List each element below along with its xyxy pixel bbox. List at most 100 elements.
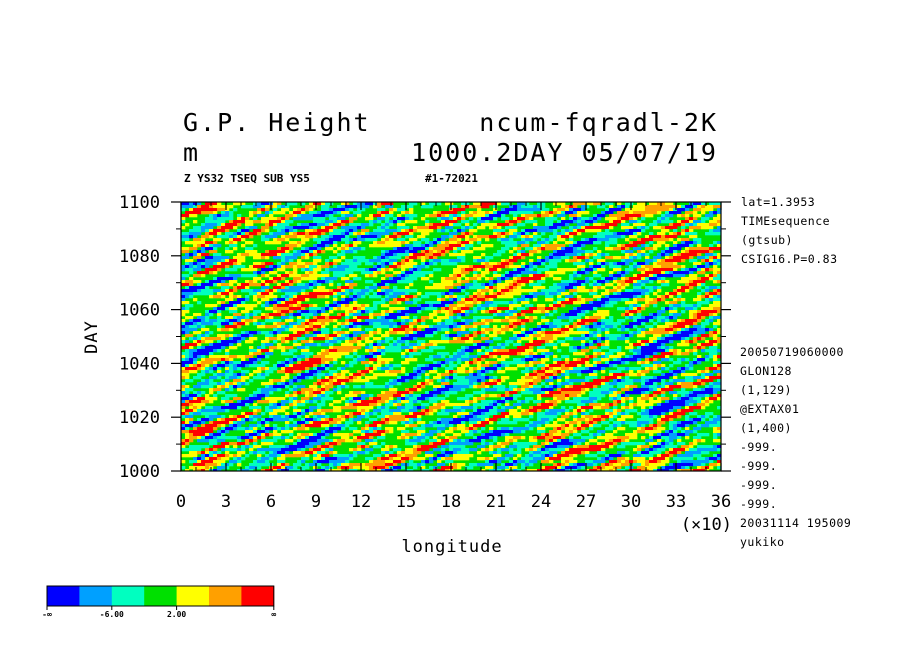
heatmap-cell bbox=[713, 331, 718, 335]
heatmap-cell bbox=[505, 226, 510, 230]
heatmap-cell bbox=[533, 295, 538, 299]
heatmap-cell bbox=[473, 223, 478, 227]
heatmap-cell bbox=[697, 301, 702, 305]
heatmap-cell bbox=[437, 304, 442, 308]
heatmap-cell bbox=[209, 259, 214, 263]
heatmap-cell bbox=[401, 271, 406, 275]
heatmap-cell bbox=[661, 355, 666, 359]
heatmap-cell bbox=[405, 298, 410, 302]
heatmap-cell bbox=[461, 205, 466, 209]
heatmap-cell bbox=[597, 274, 602, 278]
heatmap-cell bbox=[237, 229, 242, 233]
heatmap-cell bbox=[437, 328, 442, 332]
heatmap-cell bbox=[649, 274, 654, 278]
heatmap-cell bbox=[345, 229, 350, 233]
heatmap-cell bbox=[649, 343, 654, 347]
heatmap-cell bbox=[625, 208, 630, 212]
heatmap-cell bbox=[493, 349, 498, 353]
heatmap-cell bbox=[397, 250, 402, 254]
heatmap-cell bbox=[357, 325, 362, 329]
heatmap-cell bbox=[413, 229, 418, 233]
heatmap-cell bbox=[321, 313, 326, 317]
heatmap-cell bbox=[285, 208, 290, 212]
heatmap-cell bbox=[577, 262, 582, 266]
heatmap-cell bbox=[481, 292, 486, 296]
heatmap-cell bbox=[449, 334, 454, 338]
heatmap-cell bbox=[329, 229, 334, 233]
heatmap-cell bbox=[189, 325, 194, 329]
heatmap-cell bbox=[365, 304, 370, 308]
heatmap-cell bbox=[297, 319, 302, 323]
heatmap-cell bbox=[221, 283, 226, 287]
heatmap-cell bbox=[461, 280, 466, 284]
heatmap-cell bbox=[697, 286, 702, 290]
heatmap-cell bbox=[245, 235, 250, 239]
heatmap-cell bbox=[385, 283, 390, 287]
heatmap-cell bbox=[681, 250, 686, 254]
heatmap-cell bbox=[285, 244, 290, 248]
heatmap-cell bbox=[701, 211, 706, 215]
heatmap-cell bbox=[361, 316, 366, 320]
heatmap-cell bbox=[209, 211, 214, 215]
heatmap-cell bbox=[453, 304, 458, 308]
heatmap-cell bbox=[353, 211, 358, 215]
heatmap-cell bbox=[425, 301, 430, 305]
heatmap-cell bbox=[273, 277, 278, 281]
heatmap-cell bbox=[477, 259, 482, 263]
heatmap-cell bbox=[337, 331, 342, 335]
heatmap-cell bbox=[681, 232, 686, 236]
heatmap-cell bbox=[605, 322, 610, 326]
heatmap-cell bbox=[237, 259, 242, 263]
heatmap-cell bbox=[545, 295, 550, 299]
heatmap-cell bbox=[325, 241, 330, 245]
heatmap-cell bbox=[701, 280, 706, 284]
heatmap-cell bbox=[461, 319, 466, 323]
heatmap-cell bbox=[649, 259, 654, 263]
heatmap-cell bbox=[497, 202, 502, 206]
heatmap-cell bbox=[545, 322, 550, 326]
heatmap-cell bbox=[597, 223, 602, 227]
heatmap-cell bbox=[453, 310, 458, 314]
heatmap-cell bbox=[301, 283, 306, 287]
heatmap-cell bbox=[669, 349, 674, 353]
heatmap-cell bbox=[597, 313, 602, 317]
heatmap-cell bbox=[457, 301, 462, 305]
heatmap-cell bbox=[641, 328, 646, 332]
heatmap-cell bbox=[385, 298, 390, 302]
heatmap-cell bbox=[525, 337, 530, 341]
heatmap-cell bbox=[189, 205, 194, 209]
heatmap-cell bbox=[701, 289, 706, 293]
heatmap-cell bbox=[601, 322, 606, 326]
heatmap-cell bbox=[329, 241, 334, 245]
heatmap-cell bbox=[677, 349, 682, 353]
heatmap-cell bbox=[577, 295, 582, 299]
heatmap-cell bbox=[689, 316, 694, 320]
heatmap-cell bbox=[433, 313, 438, 317]
heatmap-cell bbox=[533, 283, 538, 287]
heatmap-cell bbox=[577, 211, 582, 215]
heatmap-cell bbox=[681, 280, 686, 284]
heatmap-cell bbox=[505, 310, 510, 314]
heatmap-cell bbox=[453, 211, 458, 215]
heatmap-cell bbox=[641, 298, 646, 302]
heatmap-cell bbox=[589, 226, 594, 230]
heatmap-cell bbox=[585, 334, 590, 338]
heatmap-cell bbox=[301, 325, 306, 329]
heatmap-cell bbox=[369, 352, 374, 356]
heatmap-cell bbox=[585, 289, 590, 293]
heatmap-cell bbox=[605, 352, 610, 356]
heatmap-cell bbox=[421, 250, 426, 254]
heatmap-cell bbox=[705, 340, 710, 344]
heatmap-cell bbox=[245, 274, 250, 278]
heatmap-cell bbox=[389, 322, 394, 326]
heatmap-cell bbox=[393, 271, 398, 275]
heatmap-cell bbox=[421, 274, 426, 278]
heatmap-cell bbox=[317, 220, 322, 224]
heatmap-cell bbox=[313, 289, 318, 293]
heatmap-cell bbox=[537, 256, 542, 260]
heatmap-cell bbox=[217, 265, 222, 269]
heatmap-cell bbox=[225, 340, 230, 344]
heatmap-cell bbox=[229, 250, 234, 254]
heatmap-cell bbox=[381, 301, 386, 305]
heatmap-cell bbox=[201, 286, 206, 290]
